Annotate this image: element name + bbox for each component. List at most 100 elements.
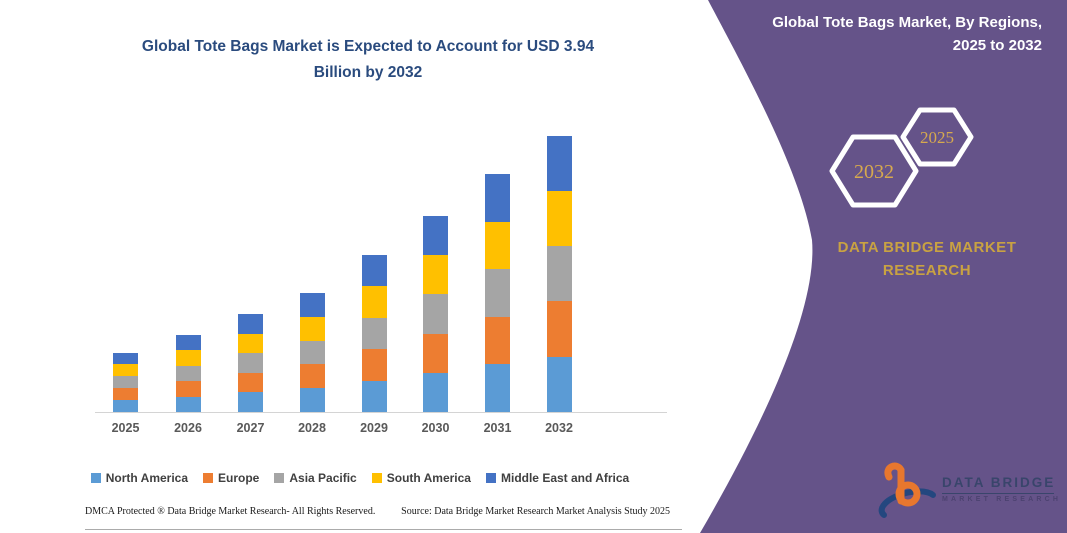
panel-heading-line1: Global Tote Bags Market, By Regions, bbox=[772, 14, 1042, 31]
footer-copyright: DMCA Protected ® Data Bridge Market Rese… bbox=[85, 506, 376, 517]
bar-segment-asia-pacific bbox=[238, 353, 263, 373]
legend-item-asia-pacific: Asia Pacific bbox=[274, 471, 357, 485]
legend-item-middle-east-and-africa: Middle East and Africa bbox=[485, 471, 630, 485]
bar-segment-europe bbox=[546, 301, 572, 357]
hexagon-2025 bbox=[900, 107, 974, 167]
bar-segment-north-america bbox=[546, 356, 572, 412]
bar-segment-europe bbox=[485, 316, 510, 365]
legend-swatch-icon bbox=[371, 473, 382, 483]
bar-stack-2030 bbox=[423, 216, 448, 412]
bar-segment-asia-pacific bbox=[299, 340, 325, 365]
brand-heading-line1: DATA BRIDGE MARKET bbox=[837, 239, 1017, 256]
legend-label: Asia Pacific bbox=[289, 471, 357, 485]
x-axis-label-2027: 2027 bbox=[236, 421, 265, 435]
chart-title: Global Tote Bags Market is Expected to A… bbox=[23, 34, 713, 86]
bar-segment-asia-pacific bbox=[423, 294, 448, 334]
legend-swatch-icon bbox=[203, 473, 214, 483]
bar-segment-europe bbox=[423, 333, 448, 373]
logo-b-bowl-shape bbox=[895, 481, 921, 507]
bar-segment-north-america bbox=[361, 380, 387, 412]
bar-segment-south-america bbox=[485, 221, 510, 270]
x-axis-label-2031: 2031 bbox=[483, 421, 512, 435]
panel-heading-line2: 2025 to 2032 bbox=[952, 37, 1042, 54]
dbmr-logo-title: DATA BRIDGE bbox=[942, 475, 1056, 490]
bar-segment-asia-pacific bbox=[546, 246, 572, 302]
bar-segment-asia-pacific bbox=[113, 376, 138, 389]
bar-stack-2027 bbox=[238, 314, 263, 412]
bar-segment-europe bbox=[113, 388, 138, 401]
bar-segment-north-america bbox=[175, 396, 201, 412]
dbmr-logo-subtitle: MARKET RESEARCH bbox=[942, 496, 1062, 503]
x-axis-label-2032: 2032 bbox=[545, 421, 573, 435]
legend-item-south-america: South America bbox=[371, 471, 471, 485]
chart-title-line1: Global Tote Bags Market is Expected to A… bbox=[141, 38, 595, 55]
bar-segment-middle-east-and-africa bbox=[299, 293, 325, 317]
bar-stack-2026 bbox=[175, 335, 201, 412]
x-axis-label-2029: 2029 bbox=[360, 421, 388, 435]
bar-segment-north-america bbox=[423, 372, 448, 412]
footer: DMCA Protected ® Data Bridge Market Rese… bbox=[85, 506, 670, 517]
bar-segment-asia-pacific bbox=[361, 317, 387, 349]
purple-panel-shape bbox=[700, 0, 1067, 533]
x-axis-line bbox=[95, 412, 667, 413]
legend-label: Middle East and Africa bbox=[500, 471, 630, 485]
hexagon-2025-label: 2025 bbox=[920, 128, 954, 147]
bar-segment-south-america bbox=[423, 255, 448, 295]
bottom-divider bbox=[85, 529, 682, 530]
brand-heading-line2: RESEARCH bbox=[882, 262, 972, 279]
bar-stack-2031 bbox=[485, 174, 510, 412]
chart-legend: North America Europe Asia Pacific South Ame… bbox=[30, 471, 690, 485]
bar-segment-south-america bbox=[175, 350, 201, 366]
bar-segment-middle-east-and-africa bbox=[361, 254, 387, 286]
footer-source: Source: Data Bridge Market Research Mark… bbox=[401, 506, 670, 517]
chart-title-line2: Billion by 2032 bbox=[313, 64, 423, 81]
legend-item-north-america: North America bbox=[90, 471, 189, 485]
legend-label: Europe bbox=[218, 471, 260, 485]
bar-segment-europe bbox=[175, 381, 201, 397]
legend-label: North America bbox=[105, 471, 189, 485]
x-axis-label-2025: 2025 bbox=[111, 421, 140, 435]
plot-area bbox=[95, 135, 667, 413]
bar-segment-south-america bbox=[361, 286, 387, 318]
legend-swatch-icon bbox=[90, 473, 101, 483]
bar-segment-south-america bbox=[238, 333, 263, 354]
bar-segment-south-america bbox=[113, 364, 138, 377]
bar-segment-asia-pacific bbox=[175, 365, 201, 382]
legend-swatch-icon bbox=[485, 473, 496, 483]
bar-segment-europe bbox=[238, 372, 263, 393]
legend-item-europe: Europe bbox=[203, 471, 259, 485]
legend-swatch-icon bbox=[274, 473, 285, 483]
bar-segment-north-america bbox=[113, 400, 138, 412]
logo-b-stem-shape bbox=[884, 462, 905, 505]
hexagon-badges: 2032 2025 bbox=[829, 107, 974, 208]
bar-segment-middle-east-and-africa bbox=[238, 314, 263, 334]
hexagon-2032-label: 2032 bbox=[854, 161, 894, 183]
bar-segment-middle-east-and-africa bbox=[175, 335, 201, 351]
bar-segment-south-america bbox=[546, 190, 572, 247]
dbmr-logo-divider bbox=[942, 493, 1054, 494]
bar-segment-europe bbox=[299, 364, 325, 389]
legend-label: South America bbox=[386, 471, 471, 485]
bar-stack-2032 bbox=[546, 135, 572, 412]
x-axis-label-2026: 2026 bbox=[174, 421, 202, 435]
dbmr-logo-icon bbox=[878, 462, 936, 518]
bar-segment-north-america bbox=[485, 364, 510, 412]
bar-segment-middle-east-and-africa bbox=[546, 135, 572, 191]
bar-segment-south-america bbox=[299, 316, 325, 341]
bar-segment-north-america bbox=[238, 392, 263, 412]
bar-segment-asia-pacific bbox=[485, 269, 510, 317]
brand-heading: DATA BRIDGE MARKET RESEARCH bbox=[807, 236, 1047, 282]
x-axis-label-2030: 2030 bbox=[421, 421, 450, 435]
dbmr-logo-text: DATA BRIDGE MARKET RESEARCH bbox=[942, 475, 1061, 503]
bar-stack-2029 bbox=[361, 254, 387, 412]
x-axis-label-2028: 2028 bbox=[298, 421, 326, 435]
bar-segment-middle-east-and-africa bbox=[485, 174, 510, 222]
dbmr-logo: DATA BRIDGE MARKET RESEARCH bbox=[876, 458, 1058, 520]
bar-segment-north-america bbox=[299, 388, 325, 412]
bar-stack-2028 bbox=[299, 293, 325, 412]
bar-stack-2025 bbox=[113, 352, 138, 412]
panel-heading: Global Tote Bags Market, By Regions, 202… bbox=[737, 11, 1042, 57]
hexagon-2032 bbox=[829, 134, 919, 208]
purple-panel: 2032 2025 bbox=[700, 0, 1067, 533]
